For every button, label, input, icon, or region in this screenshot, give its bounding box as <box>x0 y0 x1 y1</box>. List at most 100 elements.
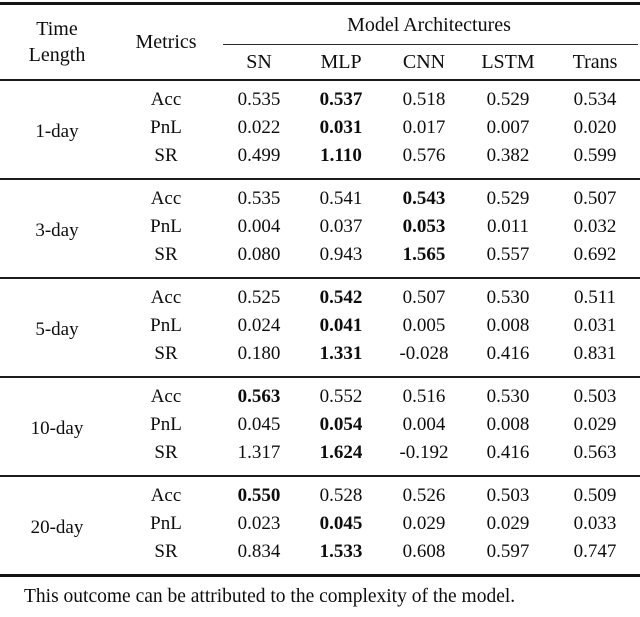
results-table: Time Length Metrics Model Architectures S… <box>0 2 640 577</box>
column-header-trans: Trans <box>572 50 618 73</box>
metric-label: SR <box>154 442 178 463</box>
value-cell: 0.011 <box>486 216 530 237</box>
time-length-label: 3-day <box>35 220 79 241</box>
metric-label: Acc <box>150 485 182 506</box>
table-row: 20-day Acc 0.550 0.528 0.526 0.503 0.509 <box>0 476 640 538</box>
value-cell: 0.541 <box>319 188 363 209</box>
value-cell: 0.550 <box>237 485 281 506</box>
table-row: SR 0.080 0.943 1.565 0.557 0.692 <box>0 241 640 278</box>
value-cell: 0.597 <box>486 541 530 562</box>
time-length-header-line1: Time <box>36 18 78 40</box>
table-row: PnL 0.022 0.031 0.017 0.007 0.020 <box>0 114 640 142</box>
value-cell: 0.029 <box>486 513 530 534</box>
value-cell: 0.037 <box>319 216 363 237</box>
time-length-header: Time Length <box>0 4 114 81</box>
value-cell: 0.004 <box>402 414 446 435</box>
table-row: 1-day Acc 0.535 0.537 0.518 0.529 0.534 <box>0 80 640 142</box>
column-header-cnn: CNN <box>402 50 446 73</box>
value-cell: 0.534 <box>573 89 617 110</box>
value-cell: 0.831 <box>573 343 617 364</box>
value-cell: 0.080 <box>237 244 281 265</box>
time-length-label: 5-day <box>35 319 79 340</box>
value-cell: 0.017 <box>402 117 446 138</box>
value-cell: 0.382 <box>486 145 530 166</box>
value-cell: 0.576 <box>402 145 446 166</box>
value-cell: 1.110 <box>320 145 362 166</box>
value-cell: 0.747 <box>573 541 617 562</box>
metric-label: Acc <box>150 89 182 110</box>
value-cell: 0.507 <box>402 287 446 308</box>
value-cell: 0.509 <box>573 485 617 506</box>
value-cell: 0.557 <box>486 244 530 265</box>
value-cell: 0.503 <box>573 386 617 407</box>
value-cell: 0.416 <box>486 442 530 463</box>
value-cell: 0.023 <box>237 513 281 534</box>
table-row: 5-day Acc 0.525 0.542 0.507 0.530 0.511 <box>0 278 640 340</box>
time-length-label: 10-day <box>30 418 84 439</box>
value-cell: 0.529 <box>486 188 530 209</box>
time-length-label: 20-day <box>30 517 84 538</box>
table-row: PnL 0.004 0.037 0.053 0.011 0.032 <box>0 213 640 241</box>
value-cell: 0.543 <box>402 188 446 209</box>
value-cell: 0.499 <box>237 145 281 166</box>
value-cell: 0.503 <box>486 485 530 506</box>
table-header: Time Length Metrics Model Architectures S… <box>0 4 640 81</box>
value-cell: 0.563 <box>573 442 617 463</box>
metric-label: Acc <box>150 287 182 308</box>
value-cell: 0.020 <box>573 117 617 138</box>
table-row: SR 1.317 1.624 -0.192 0.416 0.563 <box>0 439 640 476</box>
metric-label: Acc <box>150 188 182 209</box>
column-header-lstm: LSTM <box>481 50 535 73</box>
value-cell: 0.022 <box>237 117 281 138</box>
value-cell: 0.045 <box>237 414 281 435</box>
value-cell: 0.511 <box>573 287 617 308</box>
value-cell: 0.032 <box>573 216 617 237</box>
value-cell: 0.008 <box>486 414 530 435</box>
value-cell: 1.317 <box>237 442 281 463</box>
table-row: PnL 0.023 0.045 0.029 0.029 0.033 <box>0 510 640 538</box>
metric-label: PnL <box>150 315 182 336</box>
metric-label: PnL <box>150 513 182 534</box>
value-cell: 0.526 <box>402 485 446 506</box>
value-cell: 0.516 <box>402 386 446 407</box>
value-cell: 0.029 <box>573 414 617 435</box>
metric-label: SR <box>154 244 178 265</box>
value-cell: 0.008 <box>486 315 530 336</box>
block-20day: 20-day Acc 0.550 0.528 0.526 0.503 0.509… <box>0 476 640 576</box>
value-cell: 0.416 <box>486 343 530 364</box>
value-cell: 1.624 <box>319 442 363 463</box>
value-cell: 0.692 <box>573 244 617 265</box>
table-row: PnL 0.024 0.041 0.005 0.008 0.031 <box>0 312 640 340</box>
value-cell: 0.529 <box>486 89 530 110</box>
value-cell: 0.537 <box>319 89 363 110</box>
time-length-header-line2: Length <box>28 44 86 66</box>
caption-text: This outcome can be attributed to the co… <box>24 586 516 607</box>
value-cell: 0.834 <box>237 541 281 562</box>
value-cell: 0.004 <box>237 216 281 237</box>
table-row: SR 0.180 1.331 -0.028 0.416 0.831 <box>0 340 640 377</box>
time-length-label: 1-day <box>35 121 79 142</box>
value-cell: 0.031 <box>573 315 617 336</box>
value-cell: -0.192 <box>399 442 449 463</box>
model-architectures-header: Model Architectures <box>218 4 640 46</box>
block-10day: 10-day Acc 0.563 0.552 0.516 0.530 0.503… <box>0 377 640 476</box>
value-cell: 0.033 <box>573 513 617 534</box>
metric-label: PnL <box>150 216 182 237</box>
value-cell: 1.565 <box>402 244 446 265</box>
value-cell: 0.535 <box>237 89 281 110</box>
value-cell: 0.528 <box>319 485 363 506</box>
value-cell: 0.054 <box>319 414 363 435</box>
block-3day: 3-day Acc 0.535 0.541 0.543 0.529 0.507 … <box>0 179 640 278</box>
value-cell: 0.552 <box>319 386 363 407</box>
value-cell: 0.031 <box>319 117 363 138</box>
value-cell: 0.041 <box>319 315 363 336</box>
value-cell: 0.530 <box>486 386 530 407</box>
value-cell: 0.005 <box>402 315 446 336</box>
value-cell: 0.535 <box>237 188 281 209</box>
value-cell: 0.045 <box>319 513 363 534</box>
value-cell: 0.563 <box>237 386 281 407</box>
metric-label: SR <box>154 541 178 562</box>
value-cell: -0.028 <box>399 343 449 364</box>
table-row: 10-day Acc 0.563 0.552 0.516 0.530 0.503 <box>0 377 640 439</box>
